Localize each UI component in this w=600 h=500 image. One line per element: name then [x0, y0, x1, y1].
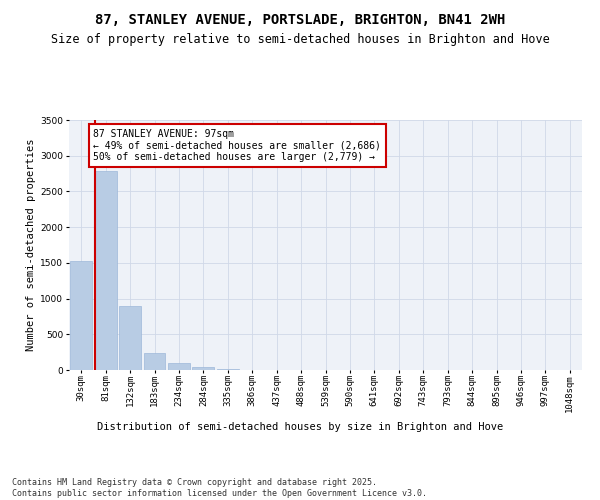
Text: Contains HM Land Registry data © Crown copyright and database right 2025.
Contai: Contains HM Land Registry data © Crown c… [12, 478, 427, 498]
Y-axis label: Number of semi-detached properties: Number of semi-detached properties [26, 138, 36, 351]
Text: 87 STANLEY AVENUE: 97sqm
← 49% of semi-detached houses are smaller (2,686)
50% o: 87 STANLEY AVENUE: 97sqm ← 49% of semi-d… [94, 128, 382, 162]
Bar [143, 353, 166, 370]
Text: Distribution of semi-detached houses by size in Brighton and Hove: Distribution of semi-detached houses by … [97, 422, 503, 432]
Bar [168, 363, 190, 370]
Bar [217, 368, 239, 370]
Bar [119, 306, 141, 370]
Bar [193, 367, 214, 370]
Bar [95, 172, 116, 370]
Text: Size of property relative to semi-detached houses in Brighton and Hove: Size of property relative to semi-detach… [50, 32, 550, 46]
Text: 87, STANLEY AVENUE, PORTSLADE, BRIGHTON, BN41 2WH: 87, STANLEY AVENUE, PORTSLADE, BRIGHTON,… [95, 12, 505, 26]
Bar [70, 260, 92, 370]
